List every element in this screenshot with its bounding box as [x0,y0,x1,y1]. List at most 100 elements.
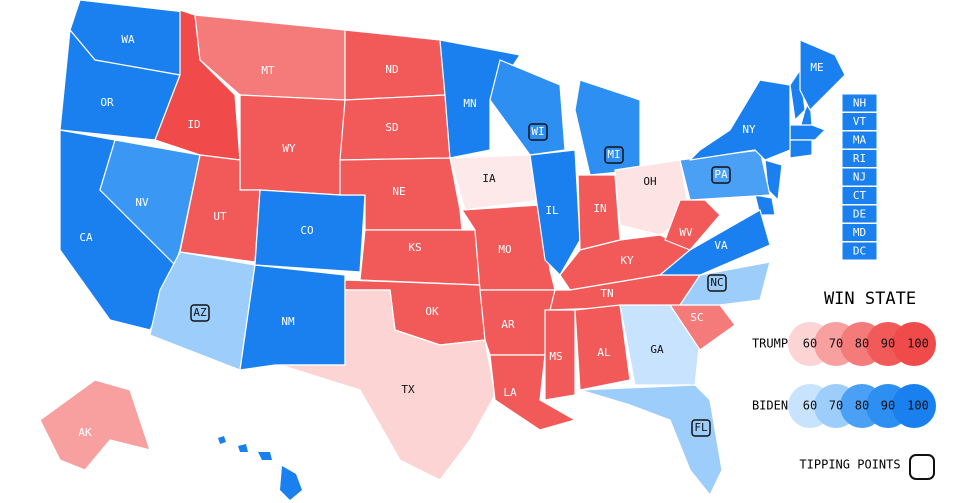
state-label: MN [463,97,476,110]
legend: WIN STATE TRUMP BIDEN TIPPING POINTS 60 7… [752,289,936,480]
state-label: UT [213,210,227,223]
legend-level: 70 [829,399,843,413]
legend-row-label: BIDEN [752,399,788,413]
small-state-label: NH [853,97,866,110]
state [689,79,791,161]
hawaii-island [280,466,302,500]
state-label: NE [392,185,405,198]
legend-level: 80 [855,399,869,413]
legend-level: 60 [803,399,817,413]
tipping-box [711,166,731,184]
legend-swatch [892,322,936,366]
state [479,289,556,356]
small-state-box [841,241,878,261]
state-label: AR [501,318,515,331]
state-label: AK [78,426,92,439]
state [359,229,481,286]
small-state-label: MA [853,134,867,147]
small-state-label: VT [853,115,867,128]
state-label: MT [261,64,275,77]
state-label: VA [714,239,728,252]
small-state-label: DC [853,245,866,258]
legend-level: 80 [855,337,869,351]
state [619,304,701,386]
new-england-small [754,68,827,216]
small-state-label: DE [853,208,866,221]
state-label: NM [281,315,295,328]
hawaii-island [238,444,248,452]
small-state-label: MD [853,226,866,239]
state [659,209,771,276]
state-label: WA [121,33,135,46]
small-state-label: RI [853,152,866,165]
state-label: PA [714,168,728,181]
small-state-list: NH VT MA RI NJ CT DE MD DC [841,93,878,261]
state-label: WI [531,125,544,138]
state-label: GA [650,343,664,356]
hawaii-island [258,452,272,460]
hawaii [218,436,302,500]
state-label: NY [742,123,756,136]
tipping-box [707,274,727,292]
state [679,261,771,306]
state [254,189,366,273]
state [799,39,846,111]
state-label: OK [425,305,439,318]
state-label: WV [679,226,693,239]
state-label: CA [79,231,93,244]
state-label: WY [282,142,296,155]
state [149,251,256,371]
state-label: IA [482,172,496,185]
state-label: ID [187,118,200,131]
state-label: MO [498,243,511,256]
tipping-box [528,123,548,141]
tipping-label: TIPPING POINTS [799,458,900,472]
state-label: LA [503,386,517,399]
state-label: NC [710,276,723,289]
tipping-box [604,146,624,164]
legend-level: 100 [907,337,929,351]
tipping-swatch [909,454,935,480]
legend-level: 60 [803,337,817,351]
tipping-box [691,419,711,437]
state-label: IL [545,204,559,217]
state-label: SD [385,121,398,134]
state-label: TN [600,287,613,300]
small-state-label: CT [853,189,867,202]
small-state-label: NJ [853,171,866,184]
state-label: ND [385,63,398,76]
state-label: MS [549,350,562,363]
state-label: OR [100,96,114,109]
state [279,289,496,481]
state-label: NV [135,196,149,209]
state [544,309,576,401]
state-label: IN [593,202,606,215]
legend-level: 90 [881,337,895,351]
state-label: MI [607,148,620,161]
state [579,384,723,496]
state-label: KY [620,254,634,267]
states: WA OR CA NV ID MT WY UT CO AZ NM ND SD NE KS OK TX MN IA MO… [39,0,846,496]
state-label: FL [694,421,708,434]
state-label: OH [643,175,656,188]
state-label: CO [300,224,313,237]
legend-row-label: TRUMP [752,337,788,351]
legend-title: WIN STATE [824,289,916,309]
state [489,59,566,156]
legend-level: 100 [907,399,929,413]
legend-level: 70 [829,337,843,351]
state-label: TX [401,383,415,396]
small-state-shape [789,124,827,141]
state [529,149,581,276]
legend-level: 90 [881,399,895,413]
state [39,379,151,471]
state-label: AZ [193,306,207,319]
state [574,304,631,391]
small-state-shape [789,139,813,159]
legend-swatch [892,384,936,428]
tipping-box [190,304,210,322]
state [664,199,721,251]
hawaii-island [218,436,226,444]
state-label: AL [597,346,611,359]
